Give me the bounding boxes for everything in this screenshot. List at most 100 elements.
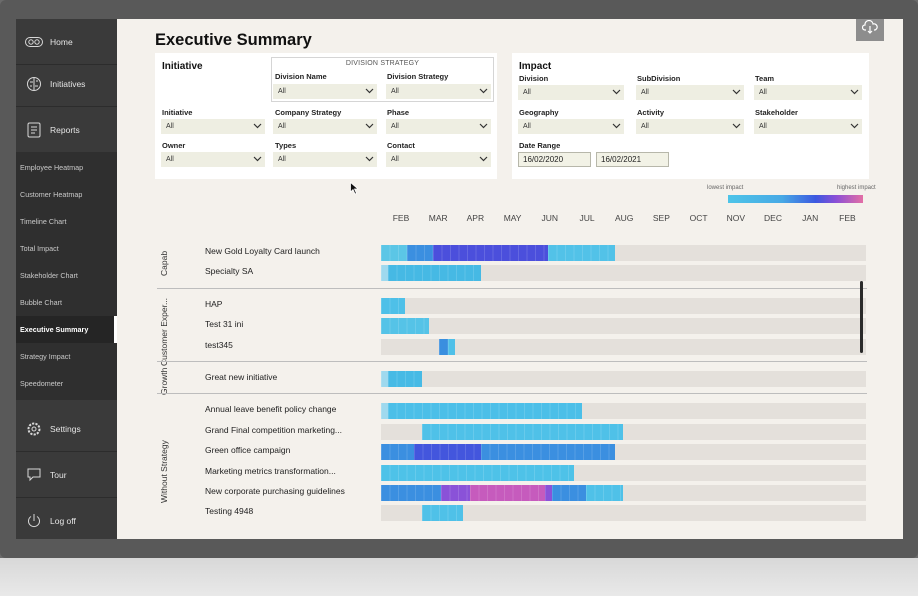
chevron-down-icon: [850, 123, 859, 129]
types-value: All: [278, 156, 286, 163]
nav-home[interactable]: Home: [16, 19, 117, 65]
contact-value: All: [391, 156, 399, 163]
download-button[interactable]: [856, 19, 884, 41]
date-end-input[interactable]: 16/02/2021: [596, 152, 669, 167]
timeline-track: [381, 338, 866, 355]
timeline-track: [381, 403, 866, 420]
impact-segment[interactable]: [585, 485, 623, 501]
impact-legend-gradient: [728, 195, 863, 203]
report-icon: [21, 122, 47, 138]
strategy-group-label: Customer Exper...: [159, 298, 169, 367]
impact-segment[interactable]: [447, 338, 456, 355]
impact-segment[interactable]: [381, 297, 406, 314]
chevron-down-icon: [479, 156, 488, 162]
team-value: All: [759, 89, 767, 96]
timeline-track: [381, 371, 866, 387]
initiative-row-label[interactable]: test345: [205, 339, 233, 350]
chart-scrollbar[interactable]: [860, 281, 863, 353]
nav-settings[interactable]: Settings: [16, 406, 117, 452]
initiative-row-label[interactable]: Marketing metrics transformation...: [205, 465, 336, 476]
mouse-cursor-icon: [350, 182, 359, 195]
nav-initiatives[interactable]: Initiatives: [16, 61, 117, 107]
impact-segment[interactable]: [440, 485, 471, 501]
sub-stakeholder-chart[interactable]: Stakeholder Chart: [16, 262, 117, 289]
geography-select[interactable]: All: [518, 119, 624, 134]
impact-segment[interactable]: [548, 245, 616, 261]
impact-segment[interactable]: [433, 245, 549, 261]
power-icon: [21, 513, 47, 529]
nav-tour[interactable]: Tour: [16, 452, 117, 498]
chevron-down-icon: [365, 156, 374, 162]
chevron-down-icon: [479, 123, 488, 129]
impact-segment[interactable]: [544, 485, 553, 501]
timeline-track: [381, 245, 866, 261]
sub-total-impact[interactable]: Total Impact: [16, 235, 117, 262]
impact-segment[interactable]: [421, 423, 623, 440]
division-select[interactable]: All: [518, 85, 624, 100]
impact-segment[interactable]: [381, 403, 389, 420]
impact-segment[interactable]: [381, 265, 389, 282]
initiative-row-label[interactable]: Testing 4948: [205, 506, 254, 517]
initiative-row-label[interactable]: Grand Final competition marketing...: [205, 424, 343, 435]
impact-segment[interactable]: [388, 265, 482, 282]
timeline-track: [381, 297, 866, 314]
nav-reports[interactable]: Reports: [16, 107, 117, 153]
division-strategy-value: All: [391, 88, 399, 95]
impact-segment[interactable]: [421, 505, 463, 522]
impact-segment[interactable]: [381, 318, 430, 335]
initiative-row-label[interactable]: New Gold Loyalty Card launch: [205, 246, 320, 256]
team-select[interactable]: All: [754, 85, 862, 100]
sub-timeline-chart[interactable]: Timeline Chart: [16, 208, 117, 235]
sub-customer-heatmap[interactable]: Customer Heatmap: [16, 181, 117, 208]
impact-segment[interactable]: [381, 245, 408, 261]
initiative-row-label[interactable]: Test 31 ini: [205, 319, 244, 330]
activity-select[interactable]: All: [636, 119, 744, 134]
impact-segment[interactable]: [407, 245, 434, 261]
division-name-select[interactable]: All: [273, 84, 377, 99]
impact-segment[interactable]: [381, 371, 389, 387]
impact-segment[interactable]: [470, 485, 545, 501]
gear-icon: [21, 421, 47, 437]
stakeholder-select[interactable]: All: [754, 119, 862, 134]
sub-employee-heatmap[interactable]: Employee Heatmap: [16, 154, 117, 181]
sub-strategy-impact[interactable]: Strategy Impact: [16, 343, 117, 370]
sub-bubble-chart[interactable]: Bubble Chart: [16, 289, 117, 316]
impact-segment[interactable]: [381, 464, 575, 481]
types-select[interactable]: All: [273, 152, 377, 167]
timeline-track: [381, 423, 866, 440]
sub-executive-summary[interactable]: Executive Summary: [16, 316, 117, 343]
initiative-row-label[interactable]: Great new initiative: [205, 372, 278, 382]
page-title: Executive Summary: [155, 31, 312, 49]
impact-segment[interactable]: [381, 444, 415, 461]
division-label: Division: [519, 74, 549, 83]
impact-segment[interactable]: [388, 371, 422, 387]
initiative-row-label[interactable]: New corporate purchasing guidelines: [205, 486, 345, 496]
impact-segment[interactable]: [552, 485, 586, 501]
geography-label: Geography: [519, 108, 559, 117]
date-start-input[interactable]: 16/02/2020: [518, 152, 591, 167]
sub-speedometer[interactable]: Speedometer: [16, 370, 117, 397]
month-label: JUL: [579, 213, 595, 223]
phase-select[interactable]: All: [386, 119, 491, 134]
initiative-row-label[interactable]: Annual leave benefit policy change: [205, 404, 337, 415]
strategy-group-label: Growth: [159, 367, 169, 395]
impact-segment[interactable]: [381, 485, 441, 501]
impact-segment[interactable]: [438, 338, 448, 355]
initiative-select[interactable]: All: [161, 119, 265, 134]
contact-select[interactable]: All: [386, 152, 491, 167]
initiative-row-label[interactable]: HAP: [205, 298, 223, 309]
subdivision-select[interactable]: All: [636, 85, 744, 100]
brain-icon: [21, 76, 47, 92]
impact-segment[interactable]: [481, 444, 616, 461]
owner-select[interactable]: All: [161, 152, 265, 167]
types-label: Types: [275, 141, 297, 150]
division-strategy-select[interactable]: All: [386, 84, 491, 99]
company-strategy-select[interactable]: All: [273, 119, 377, 134]
initiative-row-label[interactable]: Green office campaign: [205, 445, 291, 456]
impact-panel-title: Impact: [519, 61, 552, 72]
impact-segment[interactable]: [388, 403, 582, 420]
chevron-down-icon: [612, 89, 621, 95]
initiative-row-label[interactable]: Specialty SA: [205, 266, 254, 277]
impact-segment[interactable]: [414, 444, 482, 461]
nav-logoff[interactable]: Log off: [16, 498, 117, 539]
